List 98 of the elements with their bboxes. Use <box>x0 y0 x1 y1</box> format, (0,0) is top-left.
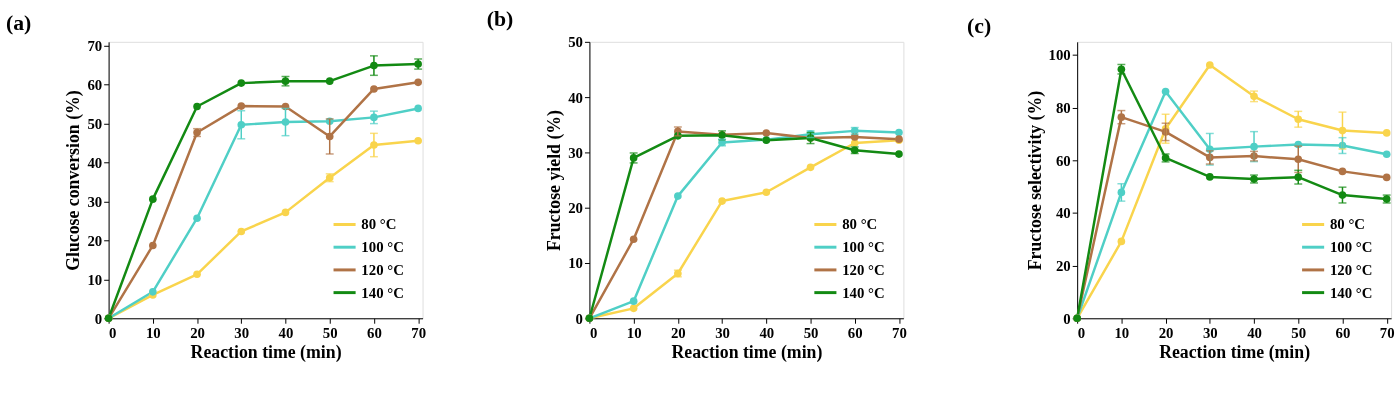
point <box>762 188 771 197</box>
x-tick-label: 20 <box>190 324 205 341</box>
x-tick-label: 40 <box>1247 324 1262 341</box>
x-tick-label: 70 <box>411 324 427 341</box>
y-tick-label: 30 <box>87 193 103 210</box>
x-tick-label: 60 <box>847 324 863 341</box>
y-tick-label: 50 <box>87 116 103 133</box>
y-tick-label: 40 <box>1055 205 1071 222</box>
y-tick-label: 80 <box>1055 100 1071 117</box>
y-tick-label: 40 <box>87 154 103 171</box>
x-tick-label: 40 <box>278 324 294 341</box>
chart-title: (b) <box>486 7 514 32</box>
point <box>1205 61 1214 69</box>
y-tick-label: 70 <box>87 38 103 55</box>
y-axis-title: Fructose selectivity (%) <box>1024 90 1046 271</box>
y-tick-label: 50 <box>568 34 583 51</box>
point <box>149 241 157 250</box>
point <box>1382 173 1391 182</box>
point <box>629 304 638 313</box>
y-tick-label: 0 <box>1063 310 1071 327</box>
point <box>1382 150 1391 159</box>
y-tick-label: 10 <box>87 271 103 288</box>
x-tick-label: 20 <box>670 324 686 341</box>
x-tick-label: 10 <box>626 324 642 341</box>
y-tick-label: 60 <box>1055 152 1071 169</box>
legend-label: 120 °C <box>361 261 404 278</box>
point <box>674 192 682 200</box>
point <box>193 102 201 111</box>
x-tick-label: 0 <box>109 324 117 341</box>
point <box>370 85 378 93</box>
point <box>237 102 246 110</box>
y-tick-label: 30 <box>568 144 583 161</box>
point <box>237 79 246 87</box>
x-tick-label: 50 <box>322 324 338 341</box>
x-axis-title: Reaction time (min) <box>671 342 823 364</box>
legend-label: 140 °C <box>361 284 404 301</box>
y-tick-label: 10 <box>568 255 583 272</box>
legend-label: 100 °C <box>842 239 885 256</box>
chart-title: (a) <box>5 10 32 35</box>
x-tick-label: 30 <box>234 324 250 341</box>
point <box>414 78 422 87</box>
point <box>414 104 422 113</box>
point <box>325 77 334 85</box>
y-axis-title: Fructose yield (%) <box>544 109 566 252</box>
point <box>1117 237 1126 246</box>
y-tick-label: 20 <box>568 200 583 217</box>
y-tick-label: 0 <box>575 310 583 327</box>
point <box>895 128 903 137</box>
legend-label: 140 °C <box>1329 284 1373 301</box>
point <box>1161 87 1170 96</box>
x-tick-label: 30 <box>715 324 730 341</box>
point <box>414 136 422 145</box>
y-axis-title: Glucose conversion (%) <box>63 90 85 271</box>
x-tick-label: 70 <box>1379 324 1395 341</box>
legend-label: 100 °C <box>361 239 404 256</box>
x-tick-label: 60 <box>1335 324 1351 341</box>
point <box>281 208 290 217</box>
x-tick-label: 10 <box>1114 324 1130 341</box>
x-tick-label: 30 <box>1202 324 1218 341</box>
legend-label: 80 °C <box>1329 216 1366 233</box>
x-tick-label: 70 <box>892 324 907 341</box>
x-tick-label: 20 <box>1158 324 1174 341</box>
y-tick-label: 60 <box>87 77 103 94</box>
x-tick-label: 0 <box>1077 324 1086 341</box>
point <box>149 287 157 296</box>
point <box>629 297 638 305</box>
point <box>237 227 246 236</box>
legend-label: 80 °C <box>361 216 397 233</box>
legend-label: 120 °C <box>1329 261 1373 278</box>
x-axis-title: Reaction time (min) <box>190 342 342 364</box>
point <box>895 150 903 158</box>
y-tick-label: 100 <box>1048 47 1071 64</box>
y-tick-label: 20 <box>87 232 103 249</box>
x-tick-label: 0 <box>589 324 598 341</box>
x-tick-label: 50 <box>1291 324 1307 341</box>
x-tick-label: 10 <box>145 324 161 341</box>
point <box>629 235 638 244</box>
legend-label: 100 °C <box>1329 239 1373 256</box>
y-tick-label: 20 <box>1055 258 1071 275</box>
legend-label: 120 °C <box>842 261 885 278</box>
point <box>1338 167 1347 176</box>
x-tick-label: 50 <box>803 324 819 341</box>
y-tick-label: 40 <box>568 89 583 106</box>
x-tick-label: 60 <box>367 324 382 341</box>
y-tick-label: 0 <box>94 310 103 327</box>
point <box>1382 129 1391 137</box>
chart-title: (c) <box>967 13 992 38</box>
x-tick-label: 40 <box>759 324 775 341</box>
point <box>806 163 815 172</box>
point <box>193 214 201 223</box>
point <box>762 129 771 137</box>
point <box>1205 173 1214 181</box>
x-axis-title: Reaction time (min) <box>1159 342 1311 364</box>
point <box>149 195 157 203</box>
point <box>718 197 726 205</box>
legend-label: 80 °C <box>842 216 878 233</box>
point <box>193 270 201 279</box>
legend-label: 140 °C <box>842 284 885 301</box>
